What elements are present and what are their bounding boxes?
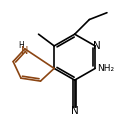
Text: N: N [71,106,79,116]
Text: H: H [18,41,24,50]
Text: N: N [21,46,29,56]
Text: N: N [93,41,101,51]
Text: NH₂: NH₂ [97,64,115,73]
